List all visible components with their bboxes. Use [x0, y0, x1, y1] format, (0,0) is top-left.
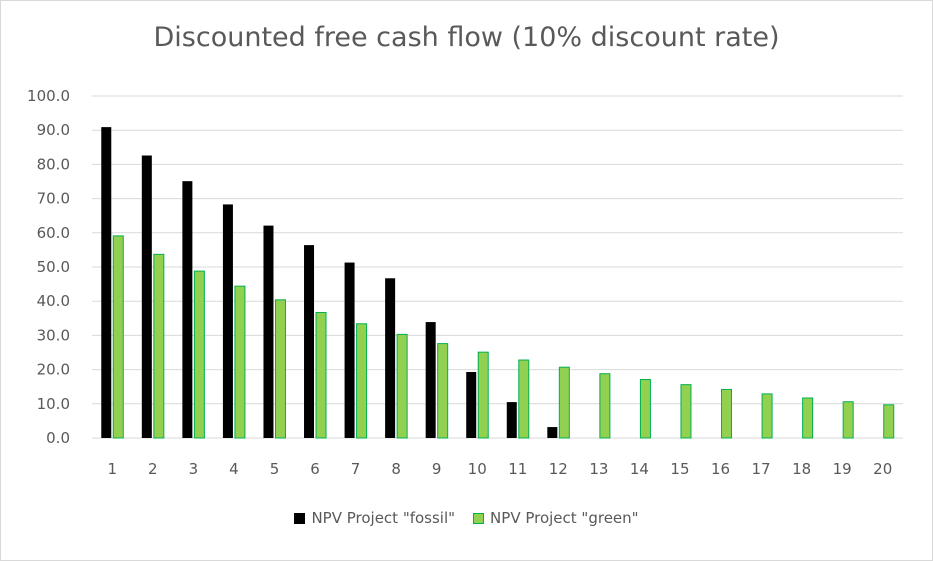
legend-label-green: NPV Project "green"	[490, 509, 639, 527]
bar-fossil	[385, 278, 396, 438]
y-tick-label: 40.0	[37, 292, 70, 310]
legend-swatch-green	[473, 512, 485, 524]
bar-green	[315, 311, 327, 439]
bar-fossil	[425, 322, 436, 438]
legend-item-green: NPV Project "green"	[473, 509, 639, 527]
y-tick-label: 30.0	[37, 326, 70, 344]
y-tick-label: 100.0	[27, 87, 70, 105]
x-tick-label: 6	[310, 460, 320, 478]
bar-green	[639, 379, 651, 439]
x-tick-label: 14	[630, 460, 649, 478]
bar-green	[112, 235, 124, 439]
x-tick-label: 18	[792, 460, 811, 478]
x-tick-label: 20	[873, 460, 892, 478]
legend-label-fossil: NPV Project "fossil"	[311, 509, 456, 527]
x-tick-label: 9	[432, 460, 442, 478]
y-tick-label: 20.0	[37, 361, 70, 379]
y-tick-label: 80.0	[37, 155, 70, 173]
bar-fossil	[506, 402, 517, 438]
bar-green	[721, 388, 733, 439]
y-tick-label: 70.0	[37, 190, 70, 208]
y-tick-label: 50.0	[37, 258, 70, 276]
bar-green	[153, 253, 165, 439]
bar-fossil	[304, 245, 315, 438]
bar-green	[193, 270, 205, 439]
x-tick-label: 11	[508, 460, 527, 478]
bar-green	[356, 323, 368, 439]
x-tick-label: 13	[589, 460, 608, 478]
bar-green	[883, 404, 895, 439]
bar-green	[437, 343, 449, 439]
bar-green	[234, 285, 246, 439]
x-tick-label: 2	[148, 460, 158, 478]
legend-swatch-fossil	[294, 512, 306, 524]
y-tick-label: 60.0	[37, 224, 70, 242]
bar-fossil	[182, 181, 193, 438]
x-tick-label: 3	[189, 460, 199, 478]
bar-green	[396, 333, 408, 439]
bar-fossil	[466, 371, 477, 438]
x-tick-label: 4	[229, 460, 239, 478]
x-tick-label: 17	[752, 460, 771, 478]
x-tick-label: 5	[270, 460, 280, 478]
bar-green	[558, 366, 570, 439]
y-tick-label: 90.0	[37, 121, 70, 139]
bar-fossil	[263, 225, 274, 438]
bar-green	[274, 299, 286, 439]
chart-title: Discounted free cash flow (10% discount …	[153, 22, 780, 53]
bar-green	[599, 373, 611, 439]
x-tick-label: 16	[711, 460, 730, 478]
bar-green	[680, 384, 692, 439]
chart-legend: NPV Project "fossil" NPV Project "green"	[0, 509, 933, 527]
bar-fossil	[101, 127, 112, 438]
bar-fossil	[344, 262, 355, 438]
y-tick-label: 10.0	[37, 395, 70, 413]
bar-fossil	[222, 204, 233, 438]
y-tick-label: 0.0	[46, 429, 70, 447]
x-tick-label: 10	[468, 460, 487, 478]
x-tick-label: 15	[670, 460, 689, 478]
bar-green	[477, 351, 489, 439]
bar-fossil	[547, 427, 558, 438]
x-tick-label: 1	[108, 460, 118, 478]
x-tick-label: 19	[833, 460, 852, 478]
x-tick-label: 7	[351, 460, 361, 478]
bar-green	[518, 359, 530, 439]
bar-green	[761, 393, 773, 439]
legend-item-fossil: NPV Project "fossil"	[294, 509, 455, 527]
bar-green	[842, 401, 854, 439]
x-tick-label: 8	[391, 460, 401, 478]
bar-fossil	[141, 155, 152, 438]
bar-green	[802, 397, 814, 439]
x-tick-label: 12	[549, 460, 568, 478]
